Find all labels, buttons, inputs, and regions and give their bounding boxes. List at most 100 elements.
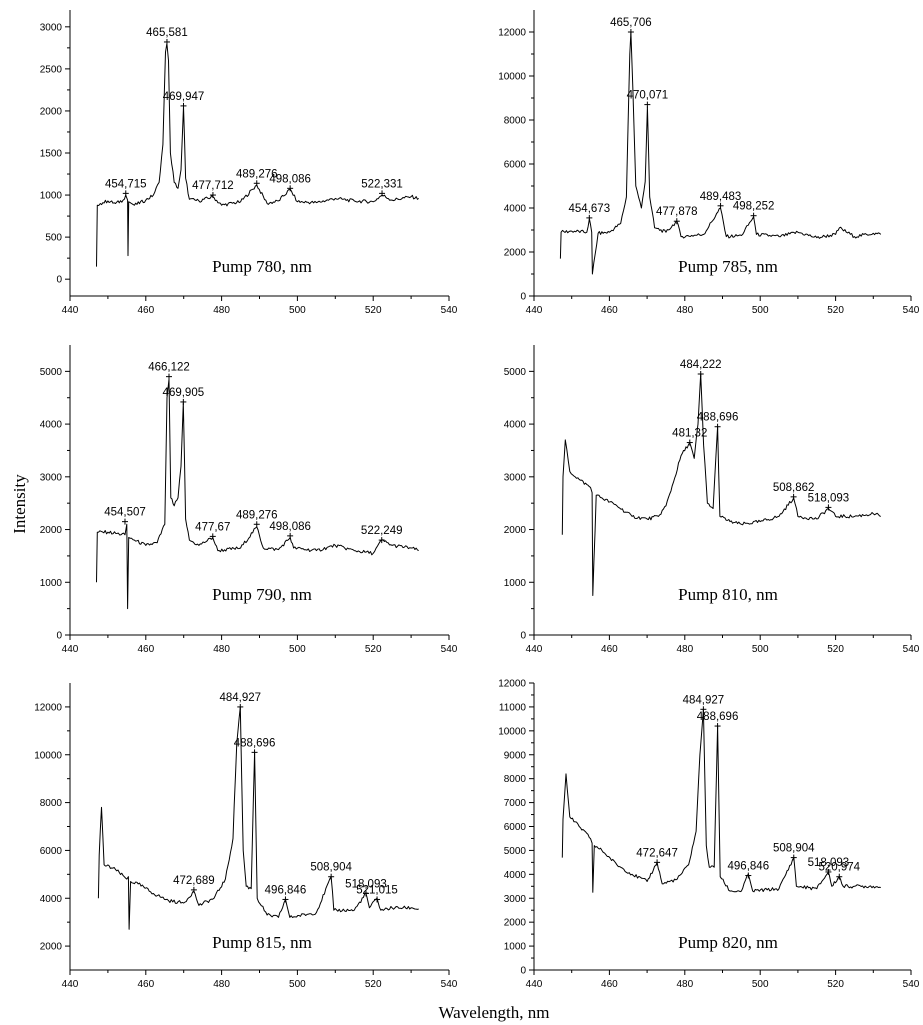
peak-label: 488,696 xyxy=(234,737,276,749)
y-tick-label: 12000 xyxy=(34,702,62,713)
peak-label: 522,331 xyxy=(361,178,403,190)
x-tick-label: 540 xyxy=(903,305,920,316)
peak-marker xyxy=(750,212,757,219)
peak-label: 520,974 xyxy=(818,862,860,874)
peak-label: 522,249 xyxy=(361,525,403,537)
x-tick-label: 460 xyxy=(601,644,618,655)
peak-marker xyxy=(379,190,386,197)
panel-0: 440 460 480 500 520 540 0 500 1000 1500 2000 2500 30… xyxy=(40,10,458,316)
y-tick-label: 2000 xyxy=(504,918,527,929)
peak-label: 454,507 xyxy=(104,507,146,519)
x-tick-label: 480 xyxy=(676,979,693,990)
peak-marker xyxy=(697,371,704,377)
peak-marker xyxy=(745,872,752,879)
peak-marker xyxy=(180,102,187,109)
x-tick-label: 480 xyxy=(213,979,230,990)
peak-marker xyxy=(253,180,260,187)
x-tick-label: 480 xyxy=(213,644,230,655)
y-tick-label: 0 xyxy=(520,966,526,977)
peak-label: 454,715 xyxy=(105,178,147,190)
peak-marker xyxy=(825,868,832,875)
y-tick-label: 3000 xyxy=(504,894,527,905)
chart-panels: 440 460 480 500 520 540 0 500 1000 1500 2000 2500 30… xyxy=(34,10,920,990)
peak-label: 470,071 xyxy=(627,90,669,102)
x-tick-label: 460 xyxy=(137,979,154,990)
peak-label: 489,483 xyxy=(700,191,742,203)
peak-marker xyxy=(251,749,258,756)
spectrum-line xyxy=(561,373,881,596)
y-tick-label: 5000 xyxy=(40,367,63,378)
x-tick-label: 500 xyxy=(289,979,306,990)
peak-label: 489,276 xyxy=(236,168,278,180)
peak-marker xyxy=(328,873,335,880)
y-tick-label: 8000 xyxy=(504,116,527,127)
peak-label: 489,276 xyxy=(236,509,278,521)
peak-marker xyxy=(644,101,651,108)
x-tick-label: 540 xyxy=(441,305,458,316)
y-tick-label: 2000 xyxy=(504,248,527,259)
peak-marker xyxy=(790,854,797,861)
peak-label: 484,222 xyxy=(680,359,722,371)
x-tick-label: 520 xyxy=(827,979,844,990)
y-tick-label: 0 xyxy=(56,275,62,286)
y-tick-label: 8000 xyxy=(504,774,527,785)
y-tick-label: 3000 xyxy=(40,22,63,33)
peak-label: 518,093 xyxy=(808,492,850,504)
y-tick-label: 10000 xyxy=(34,750,62,761)
peak-marker xyxy=(673,218,680,225)
y-tick-label: 4000 xyxy=(504,204,527,215)
y-tick-label: 4000 xyxy=(504,420,527,431)
y-tick-label: 2000 xyxy=(40,106,63,117)
panel-title: Pump 790, nm xyxy=(212,585,312,604)
x-tick-label: 440 xyxy=(526,305,543,316)
peak-label: 488,696 xyxy=(697,412,739,424)
peak-marker xyxy=(790,493,797,500)
x-tick-label: 540 xyxy=(441,644,458,655)
peak-label: 521,015 xyxy=(356,884,398,896)
panel-title: Pump 785, nm xyxy=(678,257,778,276)
peak-marker xyxy=(700,706,707,713)
peak-marker xyxy=(190,886,197,893)
peak-marker xyxy=(378,537,385,544)
x-tick-label: 440 xyxy=(526,979,543,990)
panel-1: 440 460 480 500 520 540 0 2000 4000 6000 8000 10000… xyxy=(498,10,920,316)
peak-label: 496,846 xyxy=(728,861,770,873)
y-tick-label: 12000 xyxy=(498,28,526,39)
peak-label: 477,67 xyxy=(195,521,230,533)
x-tick-label: 480 xyxy=(676,644,693,655)
peak-label: 454,673 xyxy=(569,203,611,215)
y-tick-label: 4000 xyxy=(40,420,63,431)
x-tick-label: 460 xyxy=(137,644,154,655)
y-tick-label: 500 xyxy=(45,233,62,244)
peak-label: 496,846 xyxy=(265,884,307,896)
peak-marker xyxy=(166,373,173,380)
y-tick-label: 9000 xyxy=(504,750,527,761)
panel-4: 440 460 480 500 520 540 2000 4000 6000 8000 10000 1… xyxy=(34,683,458,990)
x-tick-label: 520 xyxy=(365,979,382,990)
y-tick-label: 10000 xyxy=(498,726,526,737)
peak-label: 472,689 xyxy=(173,875,215,887)
peak-marker xyxy=(163,38,170,45)
peak-marker xyxy=(237,703,244,710)
peak-label: 508,904 xyxy=(773,843,815,855)
y-tick-label: 2000 xyxy=(504,525,527,536)
x-tick-label: 500 xyxy=(289,644,306,655)
peak-marker xyxy=(122,190,129,197)
peak-label: 518,093 xyxy=(808,857,850,869)
figure-ylabel: Intensity xyxy=(10,474,29,534)
spectrum-line xyxy=(561,708,881,893)
peak-marker xyxy=(374,896,381,903)
peak-label: 477,712 xyxy=(192,180,234,192)
y-tick-label: 2500 xyxy=(40,64,63,75)
x-tick-label: 440 xyxy=(62,979,79,990)
peak-marker xyxy=(121,518,128,525)
x-tick-label: 540 xyxy=(441,979,458,990)
panel-2: 440 460 480 500 520 540 0 1000 2000 3000 4000 5000 4… xyxy=(40,345,458,655)
x-tick-label: 440 xyxy=(62,305,79,316)
peak-marker xyxy=(282,896,289,903)
y-tick-label: 1000 xyxy=(40,578,63,589)
spectrum-line xyxy=(96,43,419,267)
x-tick-label: 480 xyxy=(213,305,230,316)
x-tick-label: 500 xyxy=(752,979,769,990)
